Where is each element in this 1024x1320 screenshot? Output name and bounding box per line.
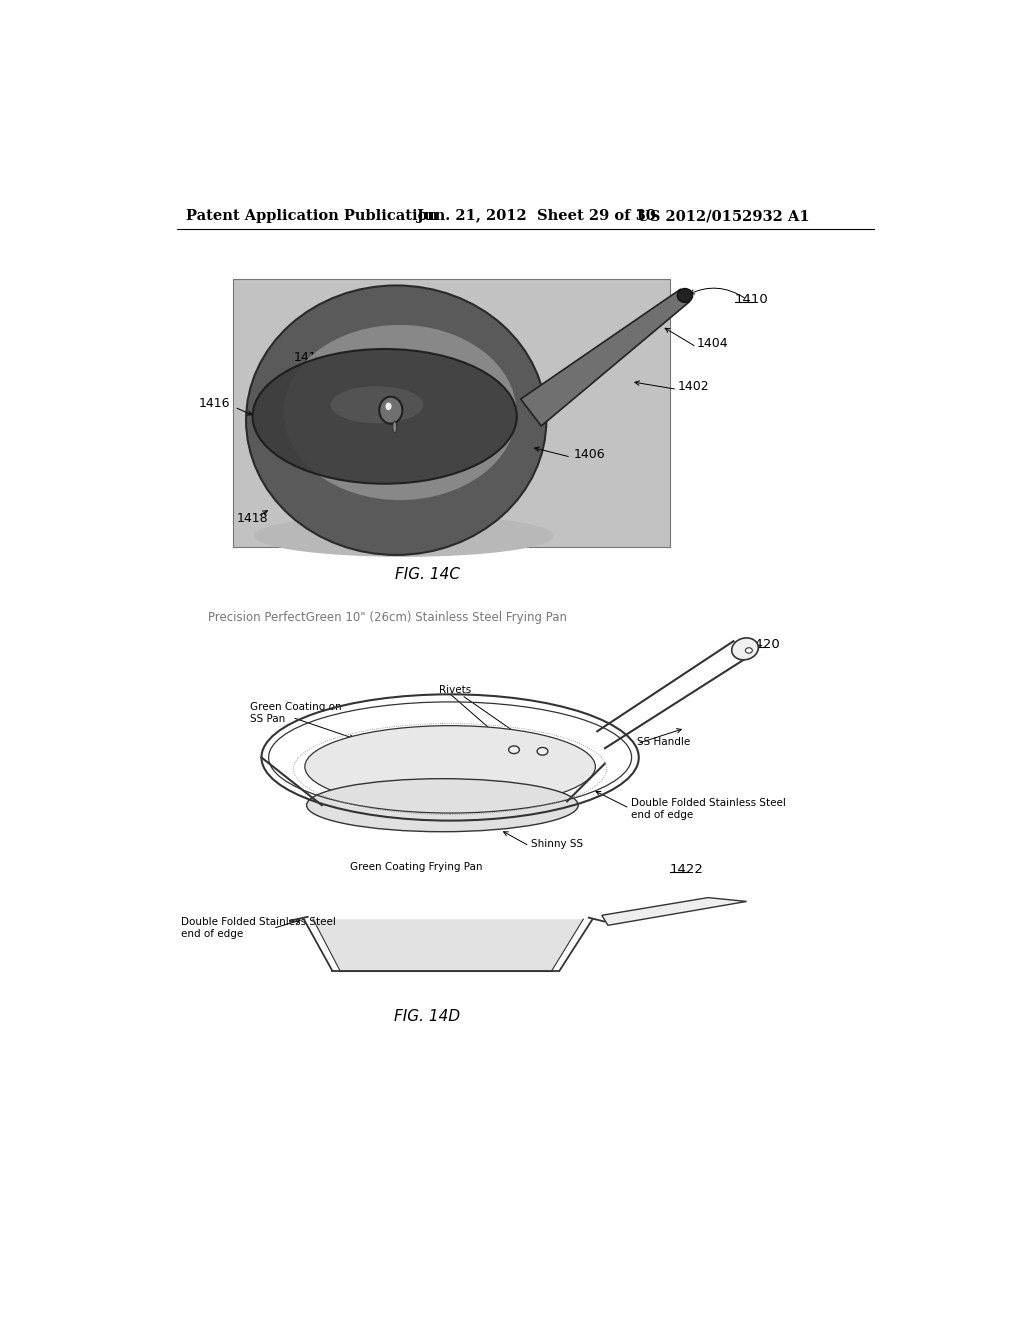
Ellipse shape [305,726,595,808]
Ellipse shape [246,285,547,554]
Ellipse shape [379,397,402,424]
Text: 1402: 1402 [677,380,709,393]
Ellipse shape [253,348,517,483]
Ellipse shape [284,325,516,500]
Text: 1412: 1412 [294,351,326,363]
Ellipse shape [306,779,579,832]
Text: Precision PerfectGreen 10" (26cm) Stainless Steel Frying Pan: Precision PerfectGreen 10" (26cm) Stainl… [208,611,566,624]
Text: 1418: 1418 [237,512,268,525]
Text: 1406: 1406 [573,449,605,462]
Ellipse shape [677,289,692,302]
Text: Jun. 21, 2012  Sheet 29 of 30: Jun. 21, 2012 Sheet 29 of 30 [417,209,655,223]
Text: SS Handle: SS Handle [637,737,690,747]
Ellipse shape [331,387,423,424]
Text: 1414: 1414 [388,347,420,360]
Ellipse shape [732,638,759,660]
Text: Double Folded Stainless Steel
end of edge: Double Folded Stainless Steel end of edg… [180,917,336,940]
Text: Green Coating Frying Pan: Green Coating Frying Pan [350,862,482,871]
Text: Shinny SS: Shinny SS [531,838,583,849]
Text: 1404: 1404 [696,337,728,350]
Text: 1416: 1416 [199,397,229,409]
Ellipse shape [254,515,554,557]
Ellipse shape [509,746,519,754]
Polygon shape [521,289,689,426]
Polygon shape [313,919,584,970]
Ellipse shape [393,421,396,433]
Polygon shape [602,898,746,925]
Ellipse shape [538,747,548,755]
Text: Rivets: Rivets [438,685,471,694]
Text: Green Coating on
SS Pan: Green Coating on SS Pan [250,702,342,725]
Text: 1422: 1422 [670,863,703,876]
Text: FIG. 14C: FIG. 14C [394,566,460,582]
Text: Double Folded Stainless Steel
end of edge: Double Folded Stainless Steel end of edg… [631,797,786,820]
Text: Patent Application Publication: Patent Application Publication [186,209,438,223]
Ellipse shape [745,648,753,653]
Ellipse shape [385,403,391,411]
Text: FIG. 14D: FIG. 14D [394,1010,460,1024]
Text: 1410: 1410 [735,293,769,306]
Bar [233,280,670,548]
Text: US 2012/0152932 A1: US 2012/0152932 A1 [637,209,810,223]
Text: 1420: 1420 [746,638,780,651]
